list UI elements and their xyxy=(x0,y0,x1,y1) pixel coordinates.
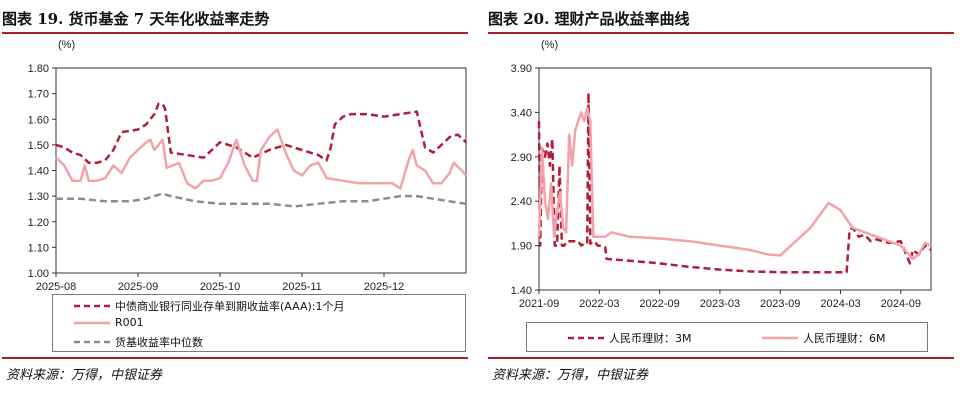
x-tick-label: 2025-12 xyxy=(364,281,404,293)
x-tick-label: 2025-11 xyxy=(282,281,322,293)
y-tick-label: 1.40 xyxy=(511,285,532,297)
chart-legend: 中债商业银行同业存单到期收益率(AAA):1个月 R001 货基收益率中位数 xyxy=(52,294,466,352)
chart-legend: 人民币理财：3M 人民币理财：6M xyxy=(526,322,928,352)
series-line-1 xyxy=(55,128,467,190)
y-axis-unit: (%) xyxy=(58,39,75,51)
x-tick-label: 2023-03 xyxy=(700,298,740,310)
y-tick-label: 1.50 xyxy=(28,140,49,152)
legend-label: 人民币理财：3M xyxy=(609,332,692,345)
source-rule xyxy=(2,357,468,359)
legend-label: 中债商业银行同业存单到期收益率(AAA):1个月 xyxy=(115,300,345,313)
x-tick-label: 2022-03 xyxy=(579,298,619,310)
y-tick-label: 1.10 xyxy=(28,242,49,254)
x-tick-label: 2023-09 xyxy=(760,298,800,310)
legend-label: R001 xyxy=(115,316,144,329)
legend-swatch xyxy=(74,321,110,324)
y-tick-label: 1.90 xyxy=(511,241,532,253)
series-line-1 xyxy=(537,106,932,261)
legend-swatch xyxy=(568,336,604,340)
legend-swatch xyxy=(74,340,110,344)
y-tick-label: 3.40 xyxy=(511,107,532,119)
y-tick-label: 2.90 xyxy=(511,152,532,164)
legend-item-6m: 人民币理财：6M xyxy=(761,330,886,346)
legend-item-3m: 人民币理财：3M xyxy=(567,330,692,346)
y-tick-label: 1.70 xyxy=(28,89,49,101)
legend-swatch xyxy=(762,336,798,340)
plot-frame xyxy=(538,67,932,291)
series-line-2 xyxy=(56,192,467,208)
y-tick-label: 1.30 xyxy=(28,191,49,203)
y-tick-label: 1.60 xyxy=(28,114,49,126)
source-rule xyxy=(488,357,954,359)
x-tick-label: 2021-09 xyxy=(519,298,559,310)
x-tick-label: 2025-08 xyxy=(36,281,76,293)
y-tick-label: 1.00 xyxy=(28,268,49,280)
figure-title: 图表 19. 货币基金 7 天年化收益率走势 xyxy=(2,10,270,28)
x-tick-label: 2025-09 xyxy=(118,281,158,293)
figure-panel-19: 图表 19. 货币基金 7 天年化收益率走势 (%) 1.00 1.10 1.20 1.… xyxy=(2,0,472,403)
y-axis-unit: (%) xyxy=(541,39,558,51)
fund-yield-chart: (%) 1.00 1.10 1.20 1.30 1.40 1.50 1.60 1.70 1.80 2… xyxy=(28,39,467,293)
figure-title: 图表 20. 理财产品收益率曲线 xyxy=(488,10,690,28)
legend-swatch xyxy=(74,304,110,308)
y-tick-label: 3.90 xyxy=(511,63,532,75)
legend-label: 人民币理财：6M xyxy=(803,332,886,345)
x-tick-label: 2025-10 xyxy=(200,281,240,293)
series-line-0 xyxy=(537,91,932,274)
source-note: 资料来源：万得，中银证券 xyxy=(492,368,649,383)
source-note: 资料来源：万得，中银证券 xyxy=(6,368,163,383)
y-tick-label: 1.20 xyxy=(28,217,49,229)
legend-item-r001: R001 xyxy=(73,316,144,329)
x-tick-label: 2022-09 xyxy=(639,298,679,310)
title-rule xyxy=(2,32,468,34)
figure-panel-20: 图表 20. 理财产品收益率曲线 (%) 1.40 1.90 2.40 2.90 3.40… xyxy=(488,0,958,403)
x-tick-label: 2024-09 xyxy=(881,298,921,310)
title-rule xyxy=(488,32,954,34)
legend-item-mmf-median: 货基收益率中位数 xyxy=(73,334,203,350)
y-tick-label: 1.80 xyxy=(28,63,49,75)
series-line-0 xyxy=(55,102,467,165)
legend-item-ncd-1m: 中债商业银行同业存单到期收益率(AAA):1个月 xyxy=(73,298,344,314)
wealth-yield-chart: (%) 1.40 1.90 2.40 2.90 3.40 3.90 2021-09 2022-0… xyxy=(511,39,932,310)
y-tick-label: 1.40 xyxy=(28,166,49,178)
x-tick-label: 2024-03 xyxy=(820,298,860,310)
legend-label: 货基收益率中位数 xyxy=(115,336,203,349)
y-tick-label: 2.40 xyxy=(511,196,532,208)
